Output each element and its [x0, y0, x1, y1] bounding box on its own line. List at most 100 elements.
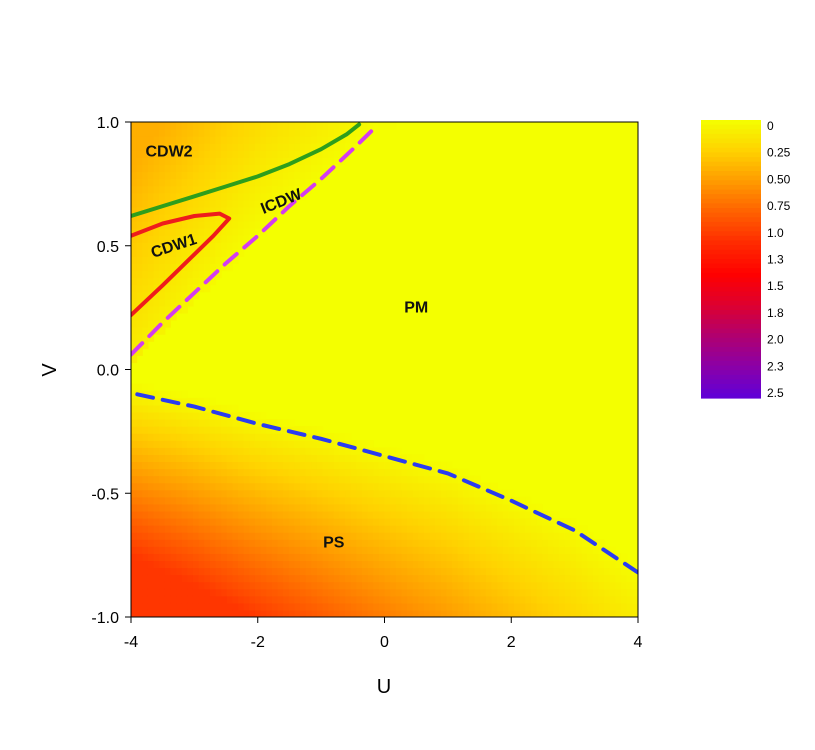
heatmap-cell — [508, 567, 515, 576]
heatmap-cell — [187, 510, 194, 519]
heatmap-cell — [356, 496, 363, 505]
heatmap-cell — [435, 496, 442, 505]
heatmap-cell — [266, 213, 273, 222]
heatmap-cell — [446, 574, 453, 583]
heatmap-cell — [418, 574, 425, 583]
heatmap-cell — [474, 518, 481, 526]
heatmap-cell — [333, 433, 341, 441]
heatmap-cell — [147, 263, 155, 272]
heatmap-cell — [356, 440, 363, 448]
heatmap-cell — [147, 574, 155, 583]
heatmap-cell — [238, 503, 245, 512]
heatmap-cell — [232, 468, 239, 477]
heatmap-cell — [176, 199, 183, 208]
heatmap-cell — [198, 277, 205, 286]
heatmap-cell — [249, 178, 256, 187]
heatmap-cell — [260, 454, 267, 463]
heatmap-cell — [412, 525, 419, 533]
heatmap-cell — [609, 602, 617, 611]
heatmap-cell — [339, 129, 346, 137]
heatmap-cell — [378, 532, 386, 540]
heatmap-cell — [204, 482, 211, 491]
heatmap-cell — [373, 482, 380, 491]
heatmap-cell — [159, 518, 166, 526]
heatmap-cell — [305, 496, 312, 505]
heatmap-cell — [164, 567, 172, 576]
heatmap-cell — [429, 482, 436, 491]
heatmap-cell — [142, 305, 149, 314]
heatmap-cell — [215, 525, 222, 533]
heatmap-cell — [215, 454, 222, 463]
heatmap-cell — [226, 129, 233, 137]
heatmap-cell — [530, 503, 538, 512]
heatmap-cell — [536, 532, 543, 540]
heatmap-cell — [418, 496, 425, 505]
heatmap-cell — [553, 553, 560, 562]
heatmap-cell — [508, 518, 515, 526]
heatmap-cell — [485, 482, 493, 491]
heatmap-cell — [361, 129, 369, 137]
heatmap-cell — [277, 199, 284, 208]
heatmap-cell — [243, 235, 250, 243]
heatmap-cell — [204, 539, 211, 547]
heatmap-cell — [621, 588, 628, 597]
heatmap-cell — [345, 496, 352, 505]
heatmap-cell — [243, 206, 250, 215]
heatmap-cell — [497, 496, 504, 505]
heatmap-cell — [136, 327, 143, 335]
heatmap-cell — [452, 560, 459, 569]
heatmap-cell — [609, 609, 617, 617]
heatmap-cell — [474, 602, 481, 611]
y-tick-label: 0.5 — [97, 239, 119, 256]
heatmap-cell — [209, 143, 217, 151]
heatmap-cell — [446, 546, 453, 554]
heatmap-cell — [249, 185, 256, 194]
heatmap-cell — [159, 588, 166, 597]
heatmap-cell — [249, 143, 256, 151]
heatmap-cell — [542, 532, 549, 540]
heatmap-cell — [407, 546, 414, 554]
heatmap-cell — [328, 567, 335, 576]
heatmap-cell — [626, 609, 633, 617]
heatmap-cell — [187, 419, 194, 427]
heatmap-cell — [260, 475, 267, 484]
heatmap-cell — [390, 567, 397, 576]
heatmap-cell — [226, 461, 233, 470]
heatmap-cell — [164, 489, 172, 498]
heatmap-cell — [373, 475, 380, 484]
heatmap-cell — [519, 581, 526, 590]
heatmap-cell — [485, 525, 493, 533]
heatmap-cell — [632, 602, 638, 611]
heatmap-cell — [288, 419, 295, 427]
heatmap-cell — [423, 609, 431, 617]
heatmap-cell — [322, 129, 329, 137]
heatmap-cell — [181, 525, 188, 533]
heatmap-cell — [322, 518, 329, 526]
heatmap-cell — [536, 581, 543, 590]
heatmap-cell — [159, 157, 166, 166]
heatmap-cell — [254, 518, 262, 526]
heatmap-cell — [192, 206, 200, 215]
heatmap-cell — [435, 546, 442, 554]
heatmap-cell — [316, 560, 324, 569]
heatmap-cell — [283, 185, 290, 194]
heatmap-cell — [497, 539, 504, 547]
heatmap-cell — [283, 468, 290, 477]
heatmap-cell — [311, 475, 318, 484]
heatmap-cell — [187, 426, 194, 434]
heatmap-cell — [187, 199, 194, 208]
heatmap-cell — [170, 206, 177, 215]
heatmap-cell — [226, 602, 233, 611]
heatmap-cell — [187, 489, 194, 498]
heatmap-cell — [530, 532, 538, 540]
heatmap-cell — [226, 468, 233, 477]
heatmap-cell — [232, 461, 239, 470]
heatmap-cell — [232, 256, 239, 265]
heatmap-cell — [249, 192, 256, 201]
heatmap-cell — [587, 581, 594, 590]
heatmap-cell — [333, 567, 341, 576]
heatmap-cell — [553, 574, 560, 583]
heatmap-cell — [350, 532, 357, 540]
heatmap-cell — [271, 602, 279, 611]
heatmap-cell — [592, 588, 600, 597]
